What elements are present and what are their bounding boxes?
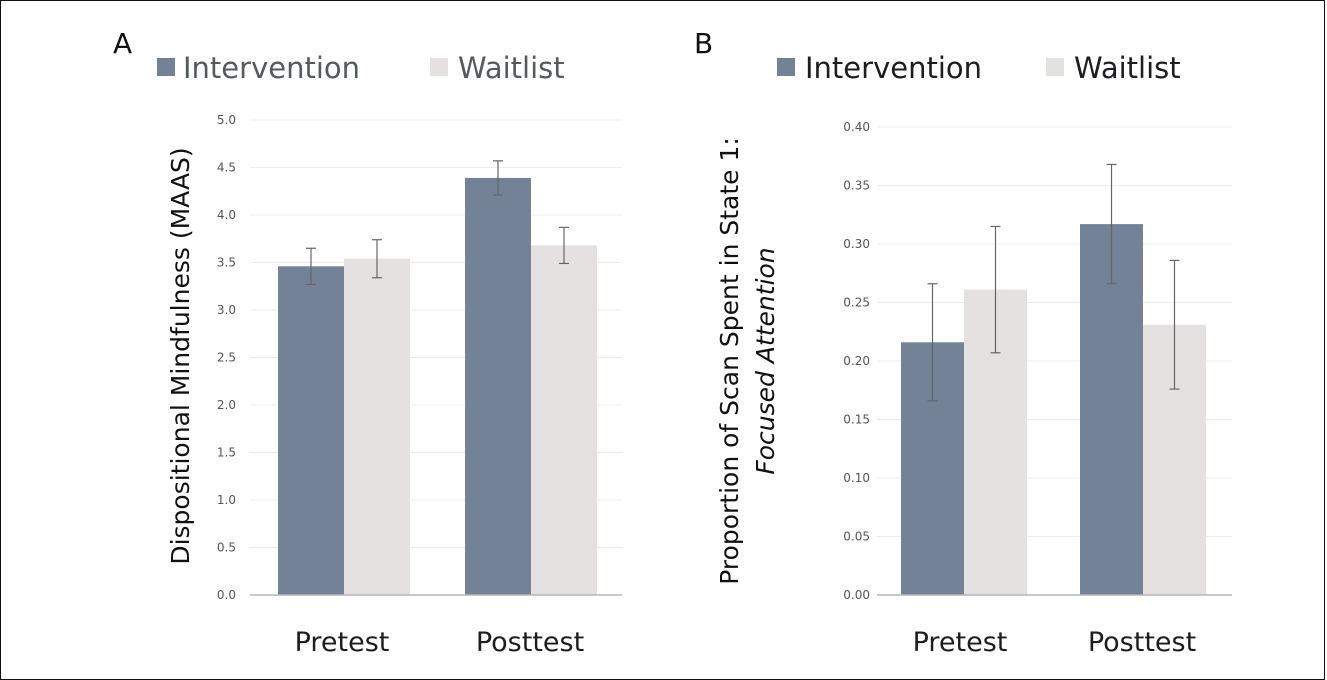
panel-a-legend-label-waitlist: Waitlist [458,51,565,85]
panel-a-y-tick-label: 1.0 [217,493,236,507]
panel-a-y-tick-label: 4.0 [217,208,236,222]
panel-a-error-bar-intervention-pretest [306,247,316,285]
panel-b-error-bar-waitlist-posttest [1169,259,1180,390]
panel-a-bar-waitlist-pretest [344,258,410,595]
panel-b-x-label-pretest: Pretest [913,627,1008,658]
panel-b-y-tick-label: 0.00 [843,588,870,602]
panel-a-bar-intervention-posttest [465,177,531,595]
panel-a-y-tick-label: 0.5 [217,541,236,555]
panel-a-x-label-posttest: Posttest [476,627,584,658]
panel-a-y-tick-label: 5.0 [217,113,236,127]
panel-b-y-tick-label: 0.05 [843,530,870,544]
panel-a-bar-intervention-pretest [278,266,344,595]
panel-b-y-tick-label: 0.30 [843,237,870,251]
panel-b: B Intervention Waitlist Proportion of Sc… [694,27,1232,658]
panel-a-error-bar-intervention-posttest [493,160,503,196]
panel-b-legend-swatch-intervention [777,58,795,76]
panel-a-x-label-pretest: Pretest [295,627,390,658]
panel-b-y-tick-label: 0.40 [843,120,870,134]
panel-b-y-tick-label: 0.10 [843,471,870,485]
panel-a-error-bar-waitlist-pretest [372,239,382,279]
panel-a-error-bar-waitlist-posttest [559,226,569,265]
panel-b-legend-label-waitlist: Waitlist [1074,51,1181,85]
panel-a-y-tick-label: 2.5 [217,351,236,365]
panel-a-legend-swatch-waitlist [430,58,448,76]
panel-a-y-tick-label: 2.0 [217,398,236,412]
panel-b-bar-intervention-posttest [1080,224,1143,596]
panel-a-y-tick-label: 3.0 [217,303,236,317]
panel-b-error-bar-intervention-posttest [1106,163,1117,285]
panel-b-y-axis-label-line2: Focused Attention [751,247,780,474]
panel-b-legend-swatch-waitlist [1046,58,1064,76]
panel-a: A Intervention Waitlist Dispositional Mi… [113,27,622,658]
panel-a-plot: 0.0 0.5 1.0 1.5 2.0 2.5 3.0 3.5 4.0 4.5 5.0 [217,113,622,602]
panel-a-bar-waitlist-posttest [531,245,597,595]
panel-a-legend-swatch-intervention [157,58,175,76]
panel-b-error-bar-waitlist-pretest [990,225,1001,354]
panel-b-error-bar-intervention-pretest [927,283,938,402]
panel-a-legend-label-intervention: Intervention [183,51,360,85]
panel-b-x-label-posttest: Posttest [1088,627,1196,658]
panel-a-y-axis-label: Dispositional Mindfulness (MAAS) [166,147,195,564]
panel-b-y-axis-label-line1: Proportion of Scan Spent in State 1: [715,137,744,585]
panel-a-y-tick-label: 3.5 [217,256,236,270]
panel-a-y-tick-label: 1.5 [217,446,236,460]
panel-a-y-tick-label: 0.0 [217,588,236,602]
panel-b-legend-label-intervention: Intervention [805,51,982,85]
panel-b-y-tick-label: 0.20 [843,354,870,368]
panel-a-letter: A [113,27,132,60]
panel-a-y-tick-label: 4.5 [217,161,236,175]
panel-b-y-tick-label: 0.15 [843,413,870,427]
panel-b-y-tick-label: 0.25 [843,296,870,310]
panel-b-y-tick-label: 0.35 [843,179,870,193]
panel-b-plot: 0.00 0.05 0.10 0.15 0.20 0.25 0.30 0.35 0.40 [843,120,1232,602]
panel-b-letter: B [694,27,713,60]
